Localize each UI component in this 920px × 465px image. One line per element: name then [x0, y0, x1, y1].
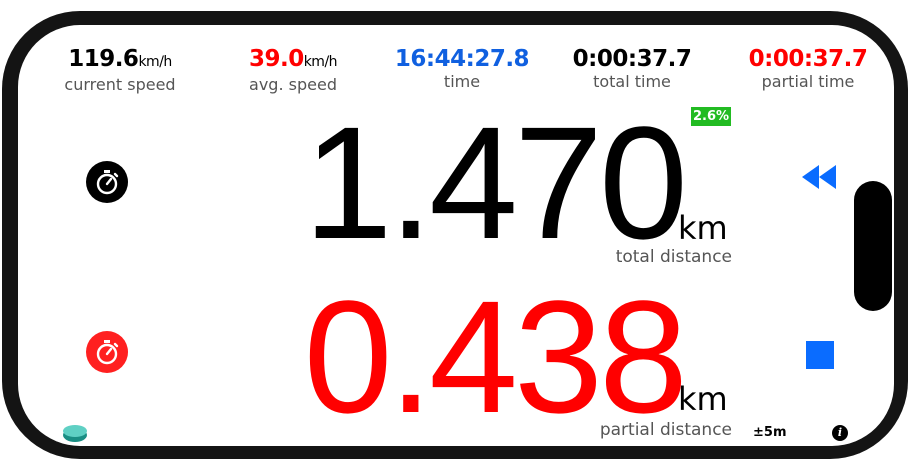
avg-speed-label: avg. speed: [249, 75, 337, 94]
partial-time-stat: 0:00:37.7 partial time: [718, 45, 894, 91]
avg-speed-value: 39.0km/h: [248, 46, 338, 72]
partial-stopwatch-icon[interactable]: [85, 330, 129, 378]
phone-side-button: [692, 19, 724, 27]
stop-icon[interactable]: [806, 341, 834, 369]
partial-time-label: partial time: [761, 72, 855, 91]
total-distance-value: 1.470: [303, 93, 688, 272]
total-time-stat: 0:00:37.7 total time: [542, 45, 722, 91]
avg-speed-unit: km/h: [303, 54, 338, 70]
current-speed-label: current speed: [64, 75, 176, 94]
partial-distance-label: partial distance: [599, 420, 732, 440]
current-speed-unit: km/h: [138, 54, 172, 70]
time-stat: 16:44:27.8 time: [372, 45, 552, 91]
gps-status-icon: [62, 423, 88, 446]
app-screen: 119.6km/h current speed 39.0km/h avg. sp…: [18, 25, 894, 446]
phone-side-button: [497, 19, 662, 27]
avg-speed-stat: 39.0km/h avg. speed: [203, 45, 383, 94]
partial-time-value: 0:00:37.7: [748, 46, 868, 72]
partial-distance-unit: km: [678, 380, 728, 418]
current-speed-stat: 119.6km/h current speed: [30, 45, 210, 94]
info-icon[interactable]: i: [832, 425, 848, 441]
current-speed-value: 119.6km/h: [68, 46, 172, 72]
partial-distance-value: 0.438: [303, 267, 688, 446]
total-time-label: total time: [593, 72, 671, 91]
grade-badge: 2.6%: [691, 107, 731, 126]
phone-frame: 119.6km/h current speed 39.0km/h avg. sp…: [2, 11, 908, 459]
time-label: time: [443, 72, 481, 91]
total-distance-unit: km: [678, 209, 728, 247]
total-stopwatch-icon[interactable]: [85, 160, 129, 208]
total-distance-label: total distance: [615, 247, 732, 267]
rewind-icon[interactable]: [800, 163, 838, 195]
time-value: 16:44:27.8: [394, 46, 530, 72]
gps-accuracy: ±5m: [753, 425, 787, 440]
side-slider-handle[interactable]: [854, 181, 892, 311]
total-time-value: 0:00:37.7: [572, 46, 692, 72]
